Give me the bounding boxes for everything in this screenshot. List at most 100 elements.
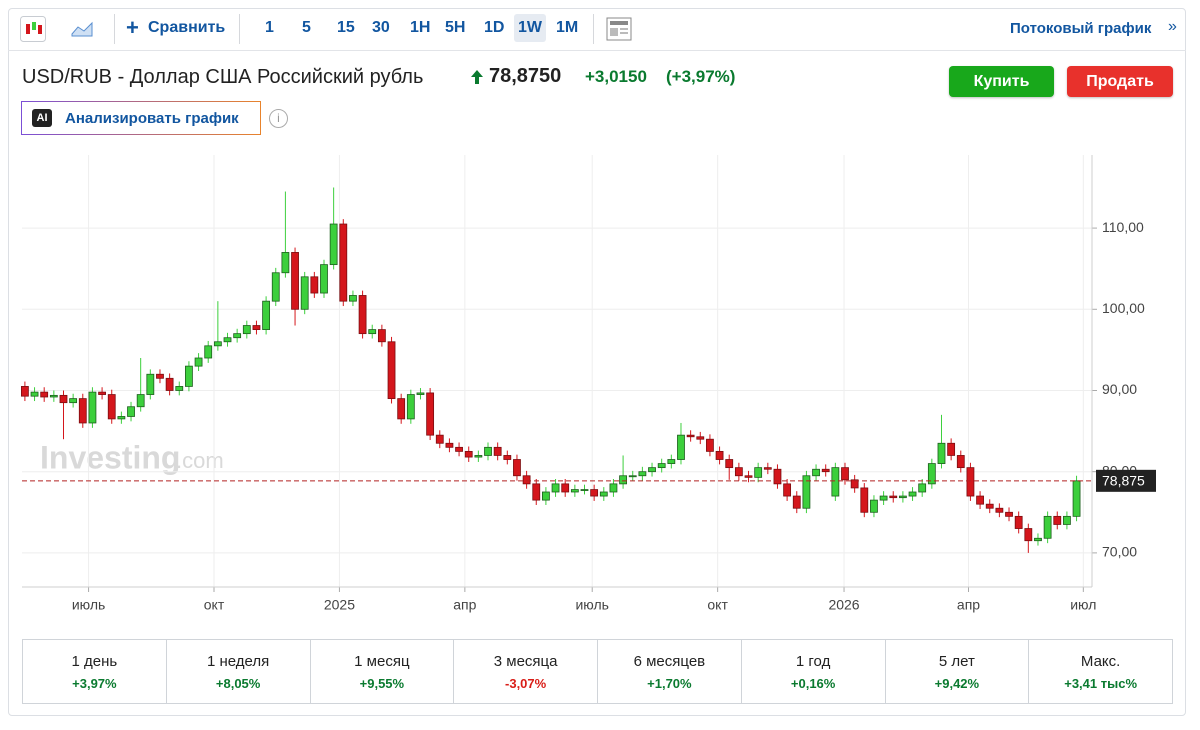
candle-body xyxy=(329,223,338,266)
separator xyxy=(114,14,115,44)
candle-body xyxy=(1043,515,1052,539)
compare-button[interactable]: Сравнить xyxy=(148,19,226,36)
candle-body xyxy=(677,434,685,460)
period-cell[interactable]: 1 день +3,97% xyxy=(23,640,166,703)
x-tick-label: апр xyxy=(957,597,980,613)
stream-arrow[interactable]: » xyxy=(1168,18,1177,35)
candle-body xyxy=(763,467,772,470)
candle-body xyxy=(696,436,705,440)
candle-body xyxy=(484,446,492,456)
x-tick-label: окт xyxy=(707,597,728,613)
interval-button[interactable]: 1W xyxy=(514,14,546,42)
y-tick-label: 110,00 xyxy=(1102,219,1144,235)
candle-body xyxy=(435,434,444,444)
candle-body xyxy=(850,479,859,489)
candle-body xyxy=(821,468,830,473)
candle-body xyxy=(368,329,377,335)
interval-button[interactable]: 30 xyxy=(372,19,390,36)
period-label: 3 месяца xyxy=(493,653,558,670)
candle-body xyxy=(320,264,328,294)
instrument-title: USD/RUB - Доллар США Российский рубль xyxy=(22,66,424,88)
candle-body xyxy=(927,463,936,485)
candle-body xyxy=(1053,515,1062,525)
candle-body xyxy=(908,491,917,497)
candle-body xyxy=(522,475,531,485)
buy-button[interactable]: Купить xyxy=(949,66,1054,97)
candle-body xyxy=(744,475,753,478)
candle-body xyxy=(503,455,512,460)
candle-body xyxy=(590,489,599,497)
period-label: 1 неделя xyxy=(206,653,270,670)
interval-button[interactable]: 15 xyxy=(337,19,355,36)
candle-body xyxy=(879,495,888,501)
price-tag xyxy=(1096,469,1156,492)
candle-body xyxy=(406,394,415,420)
candle-body xyxy=(204,345,213,359)
candle-body xyxy=(127,406,135,417)
candle-body xyxy=(985,503,994,509)
candle-body xyxy=(792,495,801,509)
period-label: 5 лет xyxy=(938,653,975,670)
period-change: -3,07% xyxy=(505,676,547,691)
period-cell[interactable]: 3 месяца -3,07% xyxy=(453,640,597,703)
candle-body xyxy=(30,391,39,397)
candle-body xyxy=(165,377,174,391)
candle-body xyxy=(464,450,473,458)
candle-body xyxy=(860,487,869,513)
x-tick-label: июль xyxy=(575,597,608,613)
period-cell[interactable]: 5 лет +9,42% xyxy=(884,640,1029,703)
stream-link[interactable]: Потоковый график xyxy=(1010,20,1152,37)
x-tick-label: апр xyxy=(453,597,476,613)
period-cell[interactable]: 6 месяцев +1,70% xyxy=(597,640,741,703)
interval-button[interactable]: 5 xyxy=(302,19,311,36)
period-label: 1 день xyxy=(71,653,118,670)
separator xyxy=(593,14,594,44)
candle-body xyxy=(455,446,463,452)
period-cell[interactable]: 1 год +0,16% xyxy=(740,640,885,703)
candle-icon[interactable] xyxy=(20,16,46,42)
sell-button[interactable]: Продать xyxy=(1067,66,1173,97)
period-cell[interactable]: 1 неделя +8,05% xyxy=(165,640,310,703)
candle-body xyxy=(175,386,184,391)
separator xyxy=(239,14,240,44)
price: 78,8750 xyxy=(489,65,562,87)
layout-icon[interactable] xyxy=(606,17,632,41)
candle-body xyxy=(78,398,87,424)
candle-body xyxy=(300,276,309,310)
candle-body xyxy=(1005,511,1013,517)
period-cell[interactable]: 1 месяц +9,55% xyxy=(309,640,454,703)
candle-body xyxy=(754,467,763,478)
y-tick-label: 100,00 xyxy=(1102,300,1145,316)
candle-body xyxy=(667,459,676,464)
change: +3,0150 xyxy=(585,67,647,86)
y-tick-label: 90,00 xyxy=(1102,381,1137,397)
candle-body xyxy=(310,276,319,294)
candle-body xyxy=(783,483,792,497)
candle-body xyxy=(233,333,242,339)
area-icon[interactable] xyxy=(70,18,96,40)
interval-button[interactable]: 1M xyxy=(556,19,579,36)
interval-button[interactable]: 1D xyxy=(484,19,505,36)
x-tick-label: июл xyxy=(1070,597,1096,613)
candle-body xyxy=(947,442,956,456)
candle-body xyxy=(956,455,965,469)
candle-body xyxy=(416,392,425,395)
period-change: +1,70% xyxy=(647,676,692,691)
candle-body xyxy=(551,483,560,493)
info-icon[interactable]: i xyxy=(269,109,288,128)
analyze-button[interactable]: AI Анализировать график xyxy=(21,101,261,135)
interval-button[interactable]: 1H xyxy=(410,19,431,36)
candle-body xyxy=(995,507,1004,513)
candle-body xyxy=(580,489,589,491)
candle-body xyxy=(185,365,193,387)
interval-button[interactable]: 1 xyxy=(265,19,274,36)
candle-body xyxy=(513,459,521,477)
candle-body xyxy=(88,391,97,424)
candle-body xyxy=(377,329,386,343)
candle-body xyxy=(252,325,261,330)
interval-button[interactable]: 5H xyxy=(445,19,466,36)
period-cell[interactable]: Макс. +3,41 тыс% xyxy=(1028,640,1172,703)
candle-body xyxy=(638,471,647,477)
candle-body xyxy=(657,463,666,469)
